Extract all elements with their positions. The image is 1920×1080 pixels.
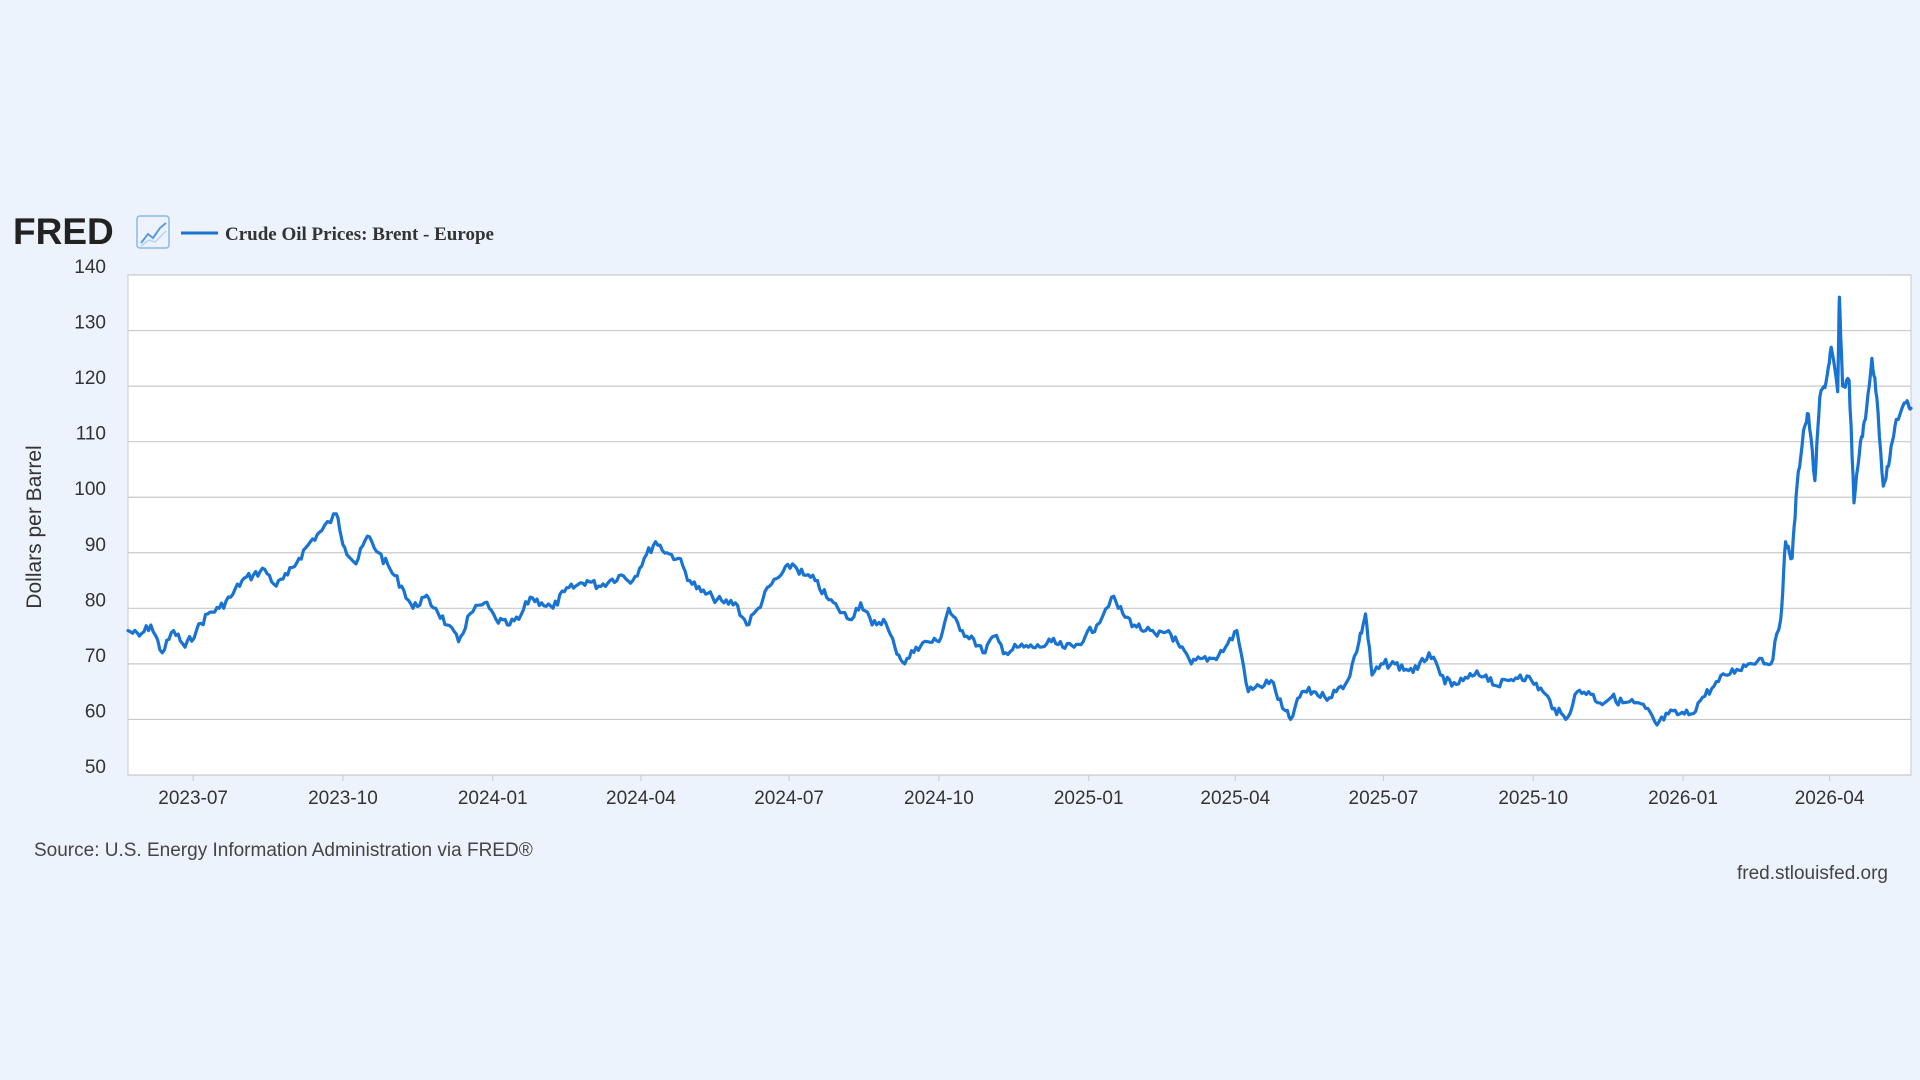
y-tick-label: 60 (85, 701, 106, 722)
y-axis-title: Dollars per Barrel (23, 445, 46, 608)
x-tick-label: 2024-04 (606, 788, 676, 809)
x-axis: 2023-07 2023-10 2024-01 2024-04 2024-07 2024-… (158, 775, 1865, 809)
y-tick-label: 130 (74, 313, 106, 334)
gridlines (128, 274, 1911, 776)
x-tick-label: 2023-07 (158, 788, 228, 809)
plot-area (127, 274, 1912, 776)
y-tick-label: 50 (85, 757, 106, 778)
y-tick-label: 140 (74, 257, 106, 278)
y-tick-label: 120 (74, 368, 106, 389)
x-tick-label: 2023-10 (308, 788, 378, 809)
source-note: Source: U.S. Energy Information Administ… (34, 840, 533, 861)
legend-label[interactable]: Crude Oil Prices: Brent - Europe (225, 224, 494, 245)
y-tick-label: 70 (85, 646, 106, 667)
x-tick-label: 2025-01 (1054, 788, 1124, 809)
series-line[interactable] (126, 295, 1913, 727)
x-tick-label: 2025-10 (1498, 788, 1568, 809)
x-tick-label: 2025-04 (1200, 788, 1270, 809)
line-chart-icon[interactable] (136, 215, 170, 249)
x-tick-label: 2025-07 (1349, 788, 1419, 809)
x-tick-label: 2024-01 (458, 788, 528, 809)
fred-logo[interactable]: FRED (13, 211, 114, 252)
y-tick-label: 110 (76, 424, 106, 445)
y-tick-label: 90 (85, 535, 106, 556)
y-axis: 140 130 120 110 100 90 80 70 60 50 (74, 257, 106, 778)
x-tick-label: 2024-10 (904, 788, 974, 809)
y-tick-label: 80 (85, 590, 106, 611)
fred-site-link[interactable]: fred.stlouisfed.org (1737, 863, 1888, 884)
x-tick-label: 2024-07 (754, 788, 824, 809)
x-tick-label: 2026-04 (1795, 788, 1865, 809)
x-tick-label: 2026-01 (1648, 788, 1718, 809)
legend[interactable]: Crude Oil Prices: Brent - Europe (181, 224, 494, 245)
series-layer (126, 295, 1913, 727)
y-tick-label: 100 (74, 479, 106, 500)
